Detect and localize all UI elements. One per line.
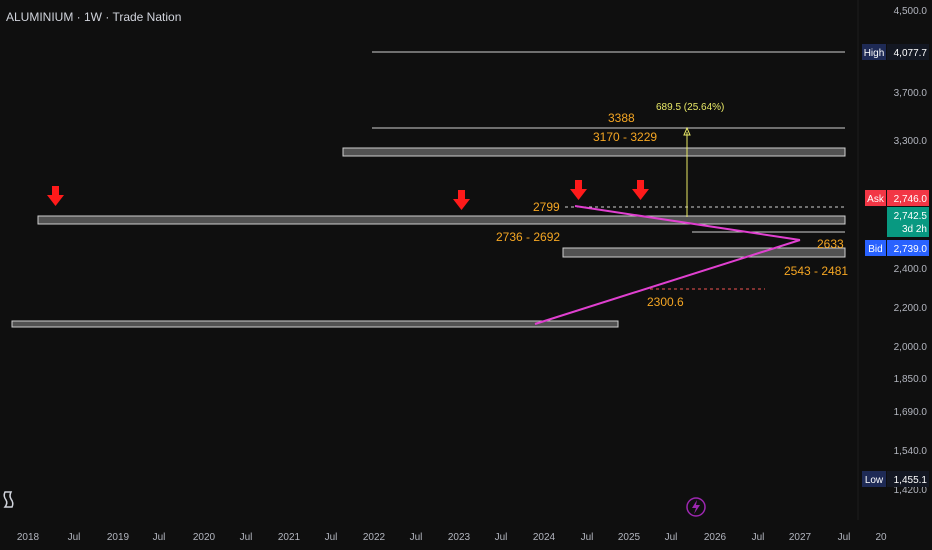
price-tick: 1,850.0: [894, 374, 928, 385]
zone-2100: [11, 320, 619, 328]
price-axis[interactable]: 4,500.0 3,700.0 3,300.0 2,400.0 2,200.0 …: [894, 6, 928, 496]
price-tick: 1,420.0: [894, 485, 928, 496]
time-tick: 2024: [533, 532, 556, 543]
time-tick: 20: [875, 532, 887, 543]
low-badge: Low 1,455.1: [862, 471, 929, 487]
price-tick: 1,540.0: [894, 446, 928, 457]
time-tick: 2018: [17, 532, 40, 543]
label-2799: 2799: [533, 200, 560, 214]
measure-arrowhead: [683, 126, 691, 136]
high-badge: High 4,077.7: [862, 44, 929, 60]
time-tick: Jul: [838, 532, 851, 543]
svg-text:3d 2h: 3d 2h: [902, 224, 927, 235]
svg-text:Bid: Bid: [868, 244, 882, 255]
time-tick: Jul: [410, 532, 423, 543]
zone-2736-2692: [37, 215, 846, 225]
triangle-upper-trendline[interactable]: [574, 205, 801, 241]
time-tick: 2026: [704, 532, 727, 543]
red-arrow-2023: [453, 190, 470, 210]
time-tick: Jul: [752, 532, 765, 543]
svg-text:High: High: [864, 48, 885, 59]
last-price-badge: 2,742.5 3d 2h: [887, 207, 929, 237]
label-2300: 2300.6: [647, 295, 684, 309]
time-tick: Jul: [495, 532, 508, 543]
price-tick: 3,700.0: [894, 88, 928, 99]
time-tick: 2025: [618, 532, 641, 543]
chart-title: ALUMINIUM · 1W · Trade Nation: [6, 10, 182, 24]
tradingview-logo-icon: [2, 490, 16, 510]
time-tick: Jul: [153, 532, 166, 543]
time-tick: Jul: [581, 532, 594, 543]
red-arrow-2018: [47, 186, 64, 206]
label-2633: 2633: [817, 237, 844, 251]
price-tick: 2,400.0: [894, 264, 928, 275]
red-arrow-2025: [632, 180, 649, 200]
ask-badge: Ask 2,746.0: [865, 190, 929, 206]
label-zone-lower: 2543 - 2481: [784, 264, 848, 278]
svg-text:1,455.1: 1,455.1: [894, 475, 928, 486]
price-tick: 2,200.0: [894, 303, 928, 314]
svg-text:Ask: Ask: [867, 194, 885, 205]
red-arrow-2024: [570, 180, 587, 200]
label-measure: 689.5 (25.64%): [656, 102, 724, 113]
zone-3170-3229: [342, 147, 846, 157]
price-tick: 2,000.0: [894, 342, 928, 353]
triangle-lower-trendline[interactable]: [534, 239, 801, 325]
time-tick: Jul: [665, 532, 678, 543]
zone-2543-2481: [562, 247, 846, 258]
time-tick: 2023: [448, 532, 471, 543]
price-tick: 3,300.0: [894, 136, 928, 147]
time-tick: 2027: [789, 532, 812, 543]
price-tick: 4,500.0: [894, 6, 928, 17]
time-tick: 2019: [107, 532, 130, 543]
svg-text:2,739.0: 2,739.0: [894, 244, 928, 255]
svg-text:Low: Low: [865, 475, 884, 486]
label-zone-upper: 3170 - 3229: [593, 130, 657, 144]
svg-text:2,746.0: 2,746.0: [894, 194, 928, 205]
time-tick: Jul: [240, 532, 253, 543]
svg-text:2,742.5: 2,742.5: [894, 211, 928, 222]
time-tick: Jul: [325, 532, 338, 543]
lightning-icon[interactable]: [686, 497, 706, 517]
time-tick: Jul: [68, 532, 81, 543]
time-tick: 2020: [193, 532, 216, 543]
label-zone-mid: 2736 - 2692: [496, 230, 560, 244]
label-target-3388: 3388: [608, 111, 635, 125]
bid-badge: Bid 2,739.0: [865, 240, 929, 256]
time-tick: 2022: [363, 532, 386, 543]
time-tick: 2021: [278, 532, 301, 543]
svg-text:4,077.7: 4,077.7: [894, 48, 928, 59]
time-axis[interactable]: 2018 Jul 2019 Jul 2020 Jul 2021 Jul 2022 Jul 2023 J…: [17, 532, 887, 543]
price-tick: 1,690.0: [894, 407, 928, 418]
